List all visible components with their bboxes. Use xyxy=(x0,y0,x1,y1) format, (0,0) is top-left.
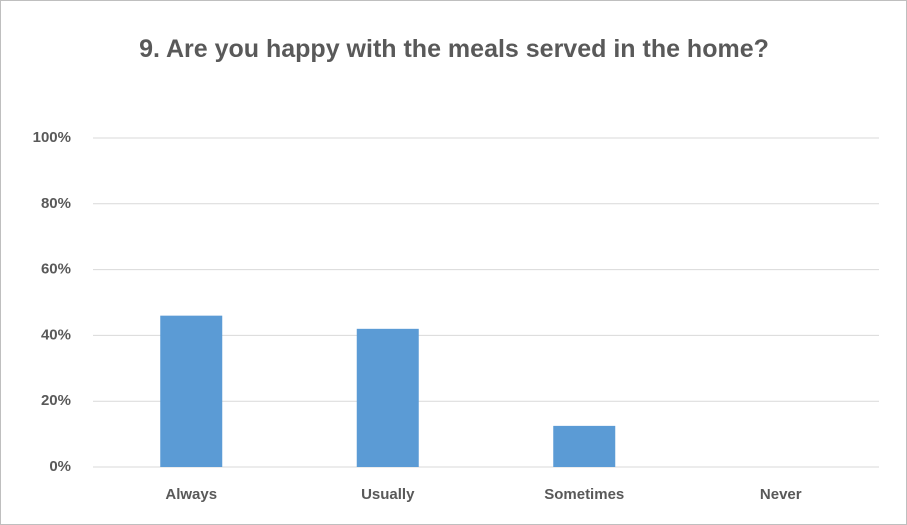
y-tick-label: 0% xyxy=(49,458,71,475)
x-tick-label: Never xyxy=(760,486,802,503)
y-tick-label: 100% xyxy=(33,129,71,146)
x-tick-label: Usually xyxy=(361,486,415,503)
y-tick-label: 40% xyxy=(41,326,71,343)
bar xyxy=(553,425,616,467)
chart-title: 9. Are you happy with the meals served i… xyxy=(139,35,769,63)
bar xyxy=(160,315,223,467)
bar xyxy=(356,328,419,467)
x-tick-label: Always xyxy=(165,486,217,503)
x-tick-label: Sometimes xyxy=(544,486,624,503)
y-tick-label: 60% xyxy=(41,261,71,278)
y-tick-label: 20% xyxy=(41,392,71,409)
y-tick-label: 80% xyxy=(41,195,71,212)
